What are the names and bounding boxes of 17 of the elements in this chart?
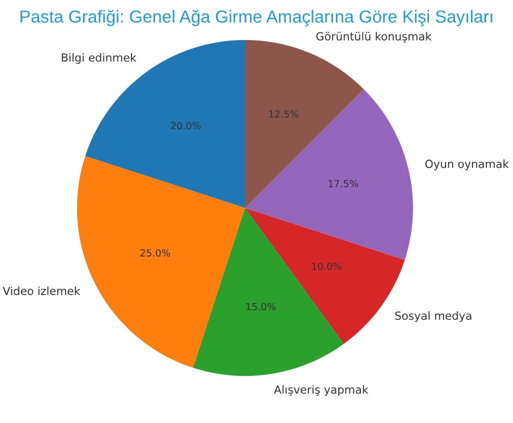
- slice-label: Alışveriş yapmak: [274, 385, 368, 396]
- pie-slice: [85, 40, 245, 208]
- slice-label: Oyun oynamak: [425, 159, 509, 170]
- pie-slice: [245, 89, 413, 260]
- slice-label: Görüntülü konuşmak: [316, 32, 432, 42]
- pie-slice: [193, 208, 344, 376]
- data-label: 12.5%: [269, 110, 298, 118]
- data-label: 10.0%: [312, 262, 342, 270]
- data-label: 20.0%: [171, 122, 201, 130]
- data-label: 15.0%: [246, 303, 276, 310]
- slice-label: Video izlemek: [2, 286, 80, 296]
- slice-label: Sosyal medya: [395, 311, 472, 322]
- pie-slice: [245, 40, 364, 208]
- data-label: 25.0%: [140, 249, 170, 257]
- slice-label: Bilgi edinmek: [62, 53, 136, 64]
- chart-title: Pasta Grafiği: Genel Ağa Girme Amaçlarına Göre Kişi Sayıları: [20, 10, 492, 26]
- data-label: 17.5%: [328, 180, 358, 188]
